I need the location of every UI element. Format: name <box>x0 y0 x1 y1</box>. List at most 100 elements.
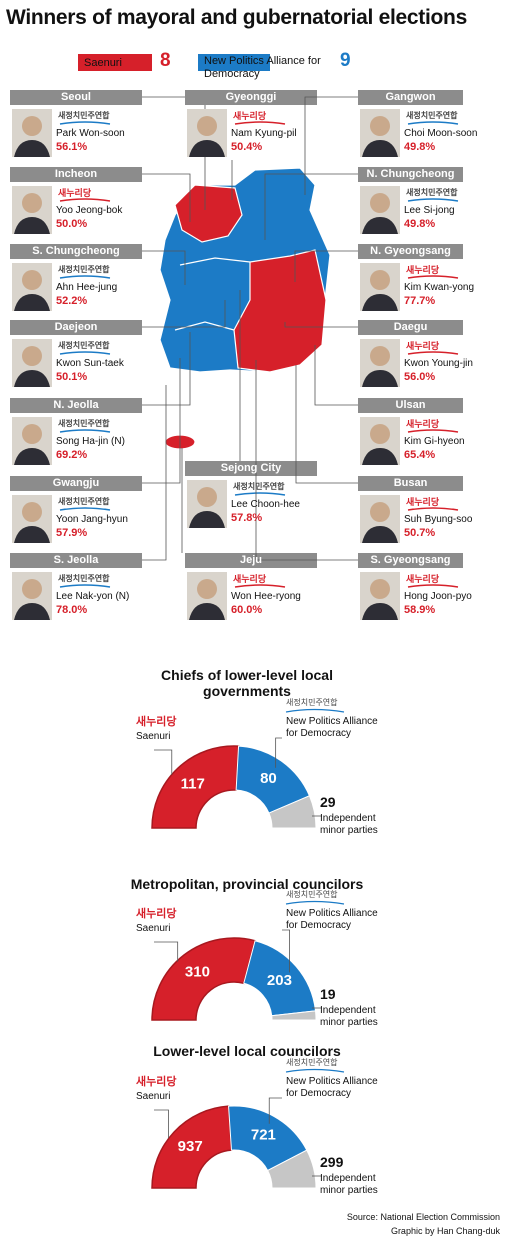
winner-name: Yoo Jeong-bok <box>56 205 123 216</box>
leader-line <box>154 749 173 775</box>
party-logo: 새누리당 <box>406 341 440 351</box>
chart-title: Chiefs of lower-level local governments <box>161 667 333 700</box>
region: Daejeon <box>54 321 98 333</box>
card-header <box>358 320 463 335</box>
card-header <box>358 398 463 413</box>
region: Seoul <box>61 91 91 103</box>
winner-share: 78.0% <box>56 604 88 616</box>
region: S. Gyeongsang <box>370 554 451 566</box>
region: Incheon <box>54 168 98 180</box>
map-region <box>174 184 243 243</box>
legend-label: Saenuri <box>84 57 122 69</box>
card-header <box>358 553 463 568</box>
party-logo: 새정치민주연합 <box>406 188 458 197</box>
chart-title: Metropolitan, provincial councilors <box>130 876 364 892</box>
winner-name: Kim Kwan-yong <box>404 282 475 293</box>
title: Winners of mayoral and gubernatorial ele… <box>6 6 467 29</box>
logo-mark <box>285 1068 345 1073</box>
winner-share: 60.0% <box>231 604 263 616</box>
photo-face <box>22 193 42 213</box>
legend-count: 9 <box>340 50 351 71</box>
leader-line <box>154 941 179 962</box>
photo-body <box>189 140 225 157</box>
party-logo: 새누리당 <box>136 908 177 920</box>
leader-line <box>154 1109 169 1139</box>
logo-mark <box>285 708 345 713</box>
logo-mark <box>59 351 111 355</box>
logo-mark <box>285 900 345 905</box>
category-label: New Politics Alliance for Democracy <box>286 908 378 931</box>
logo-mark <box>407 584 459 588</box>
winner-share: 49.8% <box>404 218 436 230</box>
region: Gwangju <box>52 477 100 489</box>
card-header <box>10 90 142 105</box>
photo-face <box>22 116 42 136</box>
leader-line <box>142 385 167 561</box>
winner-name: Lee Nak-yon (N) <box>56 591 130 602</box>
logo-mark <box>59 429 111 433</box>
region: Busan <box>393 477 428 489</box>
card-header <box>10 320 142 335</box>
card-header <box>185 553 317 568</box>
photo-body <box>14 448 50 465</box>
map <box>159 167 331 450</box>
party-logo: 새정치민주연합 <box>286 1058 338 1067</box>
photo-face <box>370 424 390 444</box>
logo-mark <box>59 584 111 588</box>
logo-mark <box>407 275 459 279</box>
legend-label: New Politics Alliance for Democracy <box>204 55 321 80</box>
winner-share: 57.8% <box>231 512 263 524</box>
logo-mark <box>59 198 111 202</box>
photo-face <box>370 346 390 366</box>
segment <box>268 795 317 829</box>
value-label: 117 <box>181 775 205 792</box>
photo-body <box>362 448 398 465</box>
winner-name: Nam Kyung-pil <box>231 128 297 139</box>
winner-name: Won Hee-ryong <box>231 591 301 602</box>
logo-mark <box>407 351 459 355</box>
legend-count: 8 <box>160 50 171 71</box>
region: S. Jeolla <box>53 554 99 566</box>
category-label: New Politics Alliance for Democracy <box>286 716 378 739</box>
legend-swatch <box>198 54 270 71</box>
photo-face <box>370 579 390 599</box>
photo-body <box>362 140 398 157</box>
category-label: Saenuri <box>136 923 171 934</box>
region: N. Chungcheong <box>366 168 455 180</box>
leader-line <box>264 173 358 240</box>
leader-line <box>304 96 358 195</box>
photo-body <box>362 217 398 234</box>
party-logo: 새누리당 <box>136 716 177 728</box>
card-header <box>358 476 463 491</box>
winner-name: Hong Joon-pyo <box>404 591 472 602</box>
party-logo: 새정치민주연합 <box>58 341 110 350</box>
card-header <box>185 90 317 105</box>
photo-body <box>189 603 225 620</box>
photo-face <box>197 116 217 136</box>
winner-share: 65.4% <box>404 449 436 461</box>
logo-mark <box>59 275 111 279</box>
segment <box>151 745 240 829</box>
winner-share: 57.9% <box>56 527 88 539</box>
party-logo: 새누리당 <box>58 188 92 198</box>
leader-line <box>275 737 282 768</box>
photo-body <box>189 511 225 528</box>
logo-mark <box>234 584 286 588</box>
photo-body <box>14 526 50 543</box>
leader-line <box>294 250 358 282</box>
region: Sejong City <box>220 462 282 474</box>
segment <box>151 937 256 1021</box>
photo-face <box>370 193 390 213</box>
card-header <box>10 476 142 491</box>
segment <box>271 1010 317 1021</box>
photo-body <box>362 526 398 543</box>
photo-body <box>14 217 50 234</box>
photo-body <box>14 370 50 387</box>
winner-name: Lee Si-jong <box>404 205 455 216</box>
category-label: Saenuri <box>136 731 171 742</box>
winner-name: Lee Choon-hee <box>231 499 300 510</box>
photo-face <box>197 487 217 507</box>
photo-face <box>370 270 390 290</box>
segment <box>151 1105 233 1189</box>
